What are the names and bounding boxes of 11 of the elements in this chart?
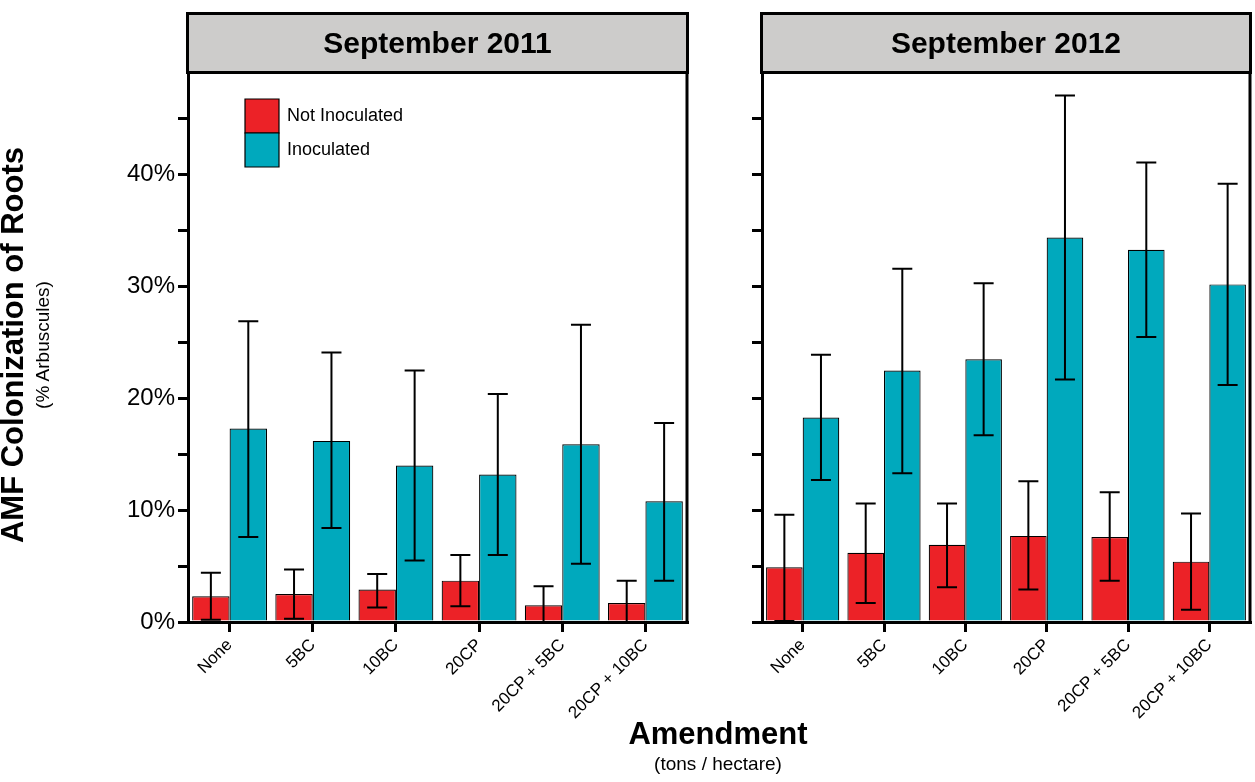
y-tick-label: 40% bbox=[126, 159, 175, 187]
y-tick-label: 30% bbox=[126, 271, 175, 299]
legend-label: Not Inoculated bbox=[287, 104, 404, 125]
y-tick-label: 20% bbox=[126, 383, 175, 411]
x-axis-title: Amendment (tons / hectare) bbox=[627, 716, 809, 776]
y-axis-title: AMF Colonization of Roots (% Arbuscules) bbox=[0, 146, 54, 546]
chart-title: September 2012 bbox=[889, 25, 1123, 61]
y-tick-label: 10% bbox=[126, 494, 175, 522]
legend-label: Inoculated bbox=[287, 138, 371, 159]
chart-title: September 2011 bbox=[322, 25, 553, 61]
y-tick-label: 0% bbox=[140, 606, 175, 634]
